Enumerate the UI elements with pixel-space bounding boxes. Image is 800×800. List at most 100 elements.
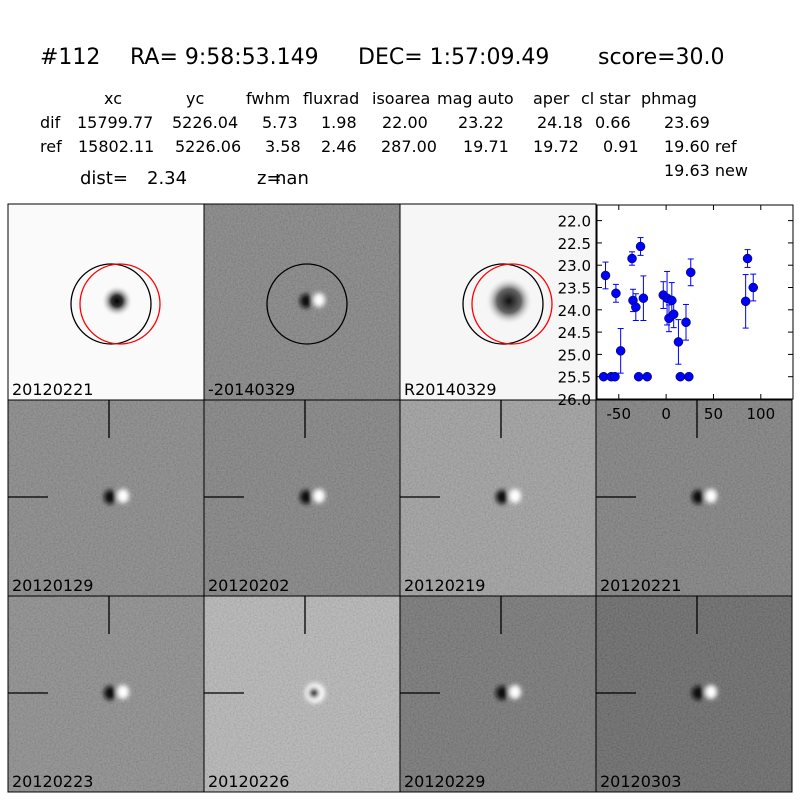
source	[101, 285, 133, 317]
neg	[104, 490, 116, 504]
pos	[117, 685, 129, 699]
pos	[705, 489, 717, 503]
cell: 5.73	[262, 113, 298, 132]
cell: 24.18	[537, 113, 583, 132]
cell: 19.71	[463, 137, 509, 156]
dipole	[305, 683, 325, 703]
x-tick-label: 50	[704, 405, 723, 423]
point	[673, 337, 684, 347]
source	[485, 277, 533, 325]
point	[740, 296, 751, 307]
aperture	[266, 263, 348, 345]
header-field: #112	[40, 45, 100, 70]
point	[600, 270, 611, 281]
neg	[300, 490, 312, 504]
cell: 5226.06	[175, 137, 241, 156]
column-header: mag auto	[437, 89, 514, 108]
image-stamp: -20140329	[203, 203, 401, 401]
column-header: fluxrad	[303, 89, 359, 108]
stamp-label: 20120229	[404, 772, 485, 791]
dipole	[300, 489, 325, 504]
image-stamp: 20120202	[203, 399, 401, 597]
y-tick-label: 26.0	[558, 391, 591, 409]
x-tick-label: -50	[607, 405, 632, 423]
column-header: aper	[533, 89, 570, 108]
column-header: fwhm	[246, 89, 290, 108]
column-header: isoarea	[372, 89, 430, 108]
stat-label: dist=	[80, 168, 128, 189]
header-field: DEC= 1:57:09.49	[358, 45, 549, 70]
cell: 19.72	[533, 137, 579, 156]
stamp-label: 20120303	[600, 772, 681, 791]
neg	[496, 686, 508, 700]
cell: 0.91	[603, 137, 639, 156]
y-tick-label: 23.0	[558, 257, 591, 275]
row-label: ref	[40, 137, 62, 156]
cell: 15802.11	[78, 137, 154, 156]
point	[668, 309, 679, 320]
dipole	[496, 685, 521, 700]
x-tick-label: 0	[661, 405, 671, 423]
cell: 23.22	[458, 113, 504, 132]
image-stamp: 20120221	[7, 203, 205, 401]
point	[610, 371, 620, 382]
stamp-label: 20120129	[12, 576, 93, 595]
y-tick-label: 25.5	[558, 369, 591, 387]
cell: 287.00	[381, 137, 437, 156]
cell: 2.46	[321, 137, 357, 156]
image-stamp: 20120221	[595, 399, 793, 597]
y-tick-label: 24.0	[558, 302, 591, 320]
stat-label: z=	[257, 168, 282, 189]
point	[638, 293, 649, 303]
point	[681, 317, 691, 328]
column-header: xc	[104, 89, 122, 108]
aperture	[462, 263, 544, 345]
neg	[692, 490, 704, 504]
core	[309, 688, 319, 698]
cell: 1.98	[321, 113, 357, 132]
neg	[496, 490, 508, 504]
cell: 0.66	[595, 113, 631, 132]
point	[675, 371, 686, 382]
stamp-label: R20140329	[404, 380, 497, 399]
stamp-label: 20120202	[208, 576, 289, 595]
dipole	[692, 685, 717, 700]
neg	[692, 686, 704, 700]
cell: 15799.77	[77, 113, 153, 132]
cell: 5226.04	[172, 113, 238, 132]
image-stamp: 20120219	[399, 399, 597, 597]
dipole	[104, 489, 129, 504]
column-header: cl star	[581, 89, 631, 108]
point	[685, 267, 696, 278]
header-field: RA= 9:58:53.149	[130, 45, 319, 70]
x-tick-label: 100	[746, 405, 775, 423]
point	[642, 371, 652, 382]
note: 19.63 new	[664, 161, 748, 180]
image-stamp: 20120223	[7, 595, 205, 793]
point	[627, 253, 637, 264]
y-tick-label: 25.0	[558, 346, 591, 364]
pos	[509, 489, 521, 503]
image-stamp: 20120229	[399, 595, 597, 793]
y-tick-label: 22.0	[558, 213, 591, 231]
stamp-label: 20120221	[600, 576, 681, 595]
stamp-label: -20140329	[208, 380, 295, 399]
plot-area	[596, 204, 794, 400]
stat-value: nan	[275, 168, 309, 189]
point	[611, 288, 621, 299]
pos	[313, 489, 325, 503]
row-label: dif	[40, 113, 61, 132]
column-header: yc	[186, 89, 204, 108]
stamp-label: 20120223	[12, 772, 93, 791]
aperture-new	[79, 263, 161, 345]
point	[631, 302, 641, 312]
y-tick-label: 23.5	[558, 280, 591, 298]
header-field: score=30.0	[598, 45, 725, 70]
stat-value: 2.34	[147, 168, 187, 189]
stamp-label: 20120221	[12, 380, 93, 399]
cell: 23.69	[664, 113, 710, 132]
column-header: phmag	[641, 89, 697, 108]
pos	[117, 489, 129, 503]
point	[684, 371, 694, 382]
